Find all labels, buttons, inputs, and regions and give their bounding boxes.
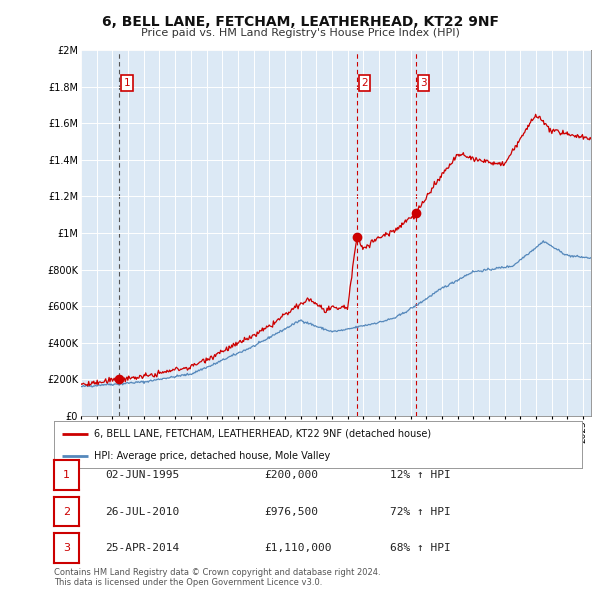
Text: 12% ↑ HPI: 12% ↑ HPI bbox=[390, 470, 451, 480]
Text: 6, BELL LANE, FETCHAM, LEATHERHEAD, KT22 9NF: 6, BELL LANE, FETCHAM, LEATHERHEAD, KT22… bbox=[101, 15, 499, 29]
Text: Price paid vs. HM Land Registry's House Price Index (HPI): Price paid vs. HM Land Registry's House … bbox=[140, 28, 460, 38]
Text: 68% ↑ HPI: 68% ↑ HPI bbox=[390, 543, 451, 553]
Text: 2: 2 bbox=[361, 78, 368, 88]
Text: 1: 1 bbox=[63, 470, 70, 480]
Text: 2: 2 bbox=[63, 507, 70, 516]
Text: 26-JUL-2010: 26-JUL-2010 bbox=[105, 507, 179, 516]
Text: 02-JUN-1995: 02-JUN-1995 bbox=[105, 470, 179, 480]
Text: £976,500: £976,500 bbox=[264, 507, 318, 516]
Text: 6, BELL LANE, FETCHAM, LEATHERHEAD, KT22 9NF (detached house): 6, BELL LANE, FETCHAM, LEATHERHEAD, KT22… bbox=[94, 429, 431, 439]
Text: 25-APR-2014: 25-APR-2014 bbox=[105, 543, 179, 553]
Text: 72% ↑ HPI: 72% ↑ HPI bbox=[390, 507, 451, 516]
Text: £200,000: £200,000 bbox=[264, 470, 318, 480]
Text: Contains HM Land Registry data © Crown copyright and database right 2024.
This d: Contains HM Land Registry data © Crown c… bbox=[54, 568, 380, 587]
Text: HPI: Average price, detached house, Mole Valley: HPI: Average price, detached house, Mole… bbox=[94, 451, 330, 461]
Text: 1: 1 bbox=[124, 78, 130, 88]
Text: 3: 3 bbox=[420, 78, 427, 88]
Text: 3: 3 bbox=[63, 543, 70, 553]
Text: £1,110,000: £1,110,000 bbox=[264, 543, 331, 553]
